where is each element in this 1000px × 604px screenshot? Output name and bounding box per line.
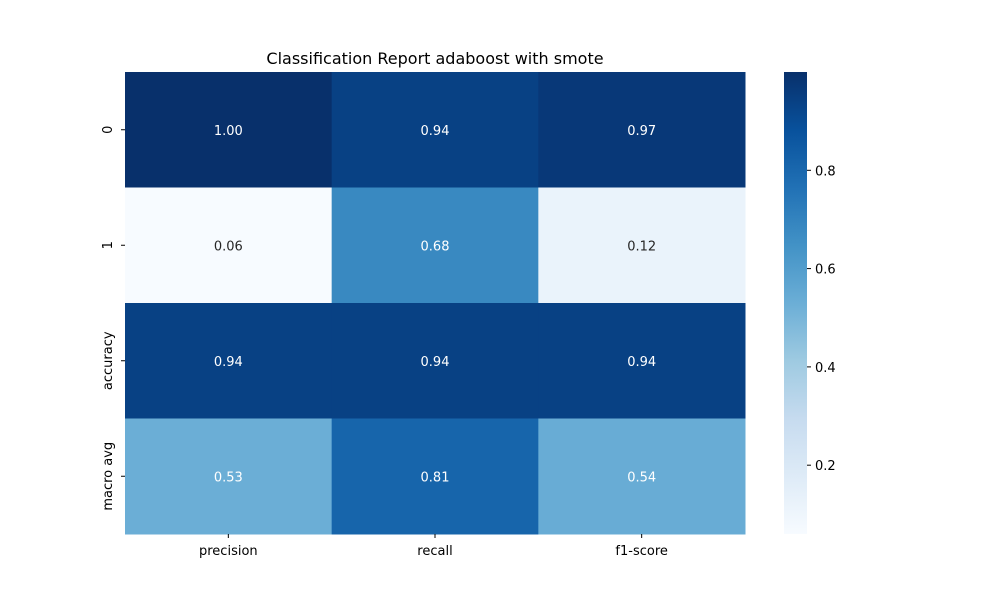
heatmap-cell bbox=[538, 303, 746, 419]
heatmap-cell bbox=[331, 187, 539, 304]
x-axis: precision recall f1-score bbox=[199, 534, 668, 559]
heatmap-cell bbox=[125, 303, 333, 419]
colorbar-tick-label: 0.8 bbox=[815, 164, 836, 179]
colorbar-tick-label: 0.6 bbox=[815, 263, 836, 278]
heatmap-cell bbox=[331, 418, 539, 535]
heatmap-cell bbox=[125, 418, 333, 535]
heatmap-cell bbox=[331, 303, 539, 419]
x-tick-label: recall bbox=[417, 544, 452, 559]
heatmap-cell bbox=[331, 72, 539, 188]
heatmap-cell bbox=[125, 187, 333, 304]
y-tick-label: 0 bbox=[101, 126, 116, 134]
colorbar-gradient bbox=[784, 72, 807, 534]
cell-value-label: 0.12 bbox=[627, 239, 656, 254]
cell-value-label: 0.94 bbox=[627, 355, 656, 370]
heatmap-cell bbox=[538, 187, 746, 304]
cell-value-label: 0.06 bbox=[214, 239, 243, 254]
cell-value-label: 0.81 bbox=[421, 470, 450, 485]
cell-value-label: 0.54 bbox=[627, 470, 656, 485]
cell-value-label: 0.94 bbox=[421, 355, 450, 370]
cell-value-label: 1.00 bbox=[214, 124, 243, 139]
colorbar-tick-label: 0.2 bbox=[815, 459, 836, 474]
cell-value-label: 0.94 bbox=[214, 355, 243, 370]
colorbar-tick-label: 0.4 bbox=[815, 361, 836, 376]
heatmap-cell bbox=[125, 72, 333, 188]
cell-value-label: 0.53 bbox=[214, 470, 243, 485]
x-tick-label: precision bbox=[199, 544, 258, 559]
heatmap-cell bbox=[538, 72, 746, 188]
y-tick-label: accuracy bbox=[101, 331, 116, 390]
heatmap-cell bbox=[538, 418, 746, 535]
y-tick-label: 1 bbox=[101, 241, 116, 249]
cell-value-label: 0.94 bbox=[421, 124, 450, 139]
cell-value-label: 0.68 bbox=[421, 239, 450, 254]
chart-title: Classification Report adaboost with smot… bbox=[266, 49, 603, 68]
cell-value-label: 0.97 bbox=[627, 124, 656, 139]
y-tick-label: macro avg bbox=[101, 442, 116, 511]
heatmap-cells: 1.00 0.94 0.97 0.06 0.68 0.12 0.94 0.94 0.94 0.53… bbox=[125, 72, 746, 535]
y-axis: 0 1 accuracy macro avg bbox=[101, 126, 125, 511]
x-tick-label: f1-score bbox=[615, 544, 667, 559]
colorbar: 0.2 0.4 0.6 0.8 bbox=[784, 72, 836, 534]
